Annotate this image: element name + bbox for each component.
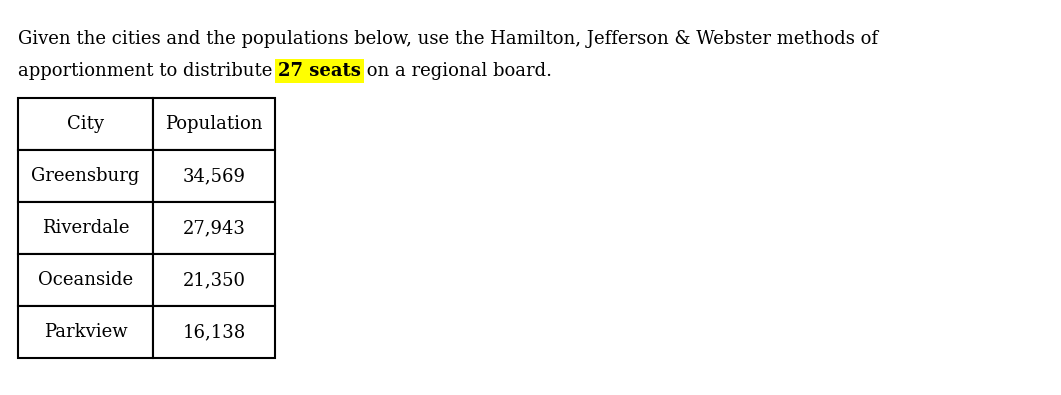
Text: on a regional board.: on a regional board. bbox=[361, 62, 552, 80]
Text: 34,569: 34,569 bbox=[182, 167, 245, 185]
Text: Population: Population bbox=[166, 115, 263, 133]
Bar bbox=[153, 306, 275, 358]
Bar bbox=[153, 202, 275, 254]
Bar bbox=[153, 150, 275, 202]
Bar bbox=[18, 150, 153, 202]
Bar bbox=[18, 98, 153, 150]
Text: Greensburg: Greensburg bbox=[32, 167, 140, 185]
Bar bbox=[153, 98, 275, 150]
Text: Given the cities and the populations below, use the Hamilton, Jefferson & Webste: Given the cities and the populations bel… bbox=[18, 30, 879, 48]
Bar bbox=[18, 254, 153, 306]
Bar bbox=[18, 202, 153, 254]
Text: Oceanside: Oceanside bbox=[38, 271, 133, 289]
Text: City: City bbox=[67, 115, 104, 133]
Text: apportionment to distribute: apportionment to distribute bbox=[18, 62, 278, 80]
Text: Parkview: Parkview bbox=[44, 323, 127, 341]
Text: 27,943: 27,943 bbox=[182, 219, 245, 237]
Text: 27 seats: 27 seats bbox=[278, 62, 361, 80]
Text: 21,350: 21,350 bbox=[182, 271, 245, 289]
Text: 16,138: 16,138 bbox=[182, 323, 246, 341]
Text: Riverdale: Riverdale bbox=[41, 219, 129, 237]
Bar bbox=[18, 306, 153, 358]
Bar bbox=[153, 254, 275, 306]
